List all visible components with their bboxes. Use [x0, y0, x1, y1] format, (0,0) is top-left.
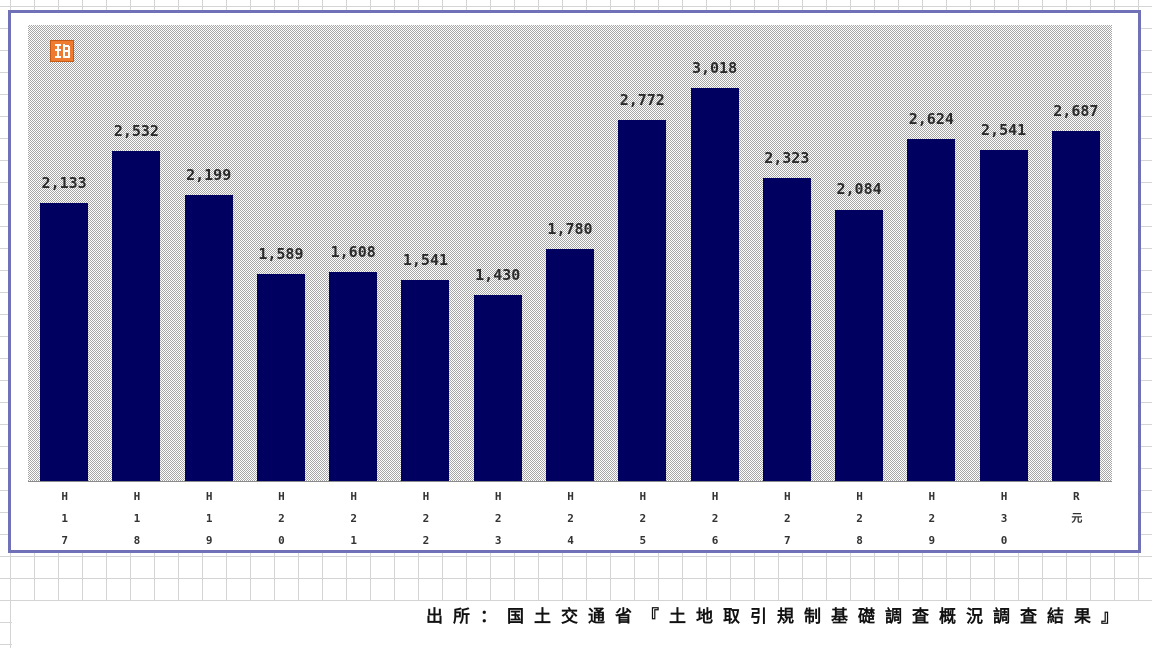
- x-tick-label-h30: H30: [997, 490, 1011, 556]
- plot-area: 2,133 2,532 2,199 1,589 1,608 1,541 1,430 1,780…: [28, 25, 1112, 482]
- x-tick-label-h28: H28: [853, 490, 867, 556]
- footer-band: [12, 601, 1152, 648]
- bar-r: [1051, 130, 1100, 481]
- value-label-h18: 2,532: [113, 122, 159, 141]
- bar-h28: [835, 209, 884, 481]
- x-tick-label-h20: H20: [274, 490, 288, 556]
- orange-badge-icon: [50, 40, 74, 62]
- bar-h24: [546, 249, 594, 481]
- bar-h23: [473, 294, 522, 481]
- bar-h26: [690, 87, 739, 481]
- x-tick-label-h21: H21: [347, 490, 361, 556]
- x-tick-label-h23: H23: [491, 490, 505, 556]
- x-tick-label-h18: H18: [130, 490, 144, 556]
- value-label-h29: 2,624: [908, 110, 954, 129]
- x-tick-label-r: R元: [1069, 490, 1083, 532]
- bar-h25: [618, 119, 667, 481]
- value-label-h21: 1,608: [330, 242, 376, 261]
- x-tick-label-h24: H24: [564, 490, 577, 556]
- bar-h27: [762, 178, 811, 481]
- value-label-h22: 1,541: [402, 251, 449, 270]
- x-tick-label-h22: H22: [419, 490, 433, 556]
- x-tick-label-h19: H19: [202, 490, 216, 556]
- value-label-h27: 2,323: [764, 149, 810, 168]
- bar-h20: [256, 273, 305, 481]
- bar-h21: [329, 271, 378, 481]
- value-label-h30: 2,541: [981, 120, 1027, 139]
- bar-h18: [112, 151, 161, 481]
- bar-h30: [979, 149, 1028, 481]
- source-note: 出所：国土交通省『土地取引規制基礎調査概況調査結果』: [426, 607, 1128, 627]
- bar-h22: [401, 280, 450, 481]
- x-tick-label-h27: H27: [780, 490, 794, 556]
- bar-h17: [40, 203, 89, 481]
- x-tick-label-h26: H26: [708, 490, 722, 556]
- x-axis-labels: H17 H18 H19 H20 H21 H22 H23 H24 H25 H26 H27 H28 H29 H…: [28, 490, 1112, 556]
- x-tick-label-h25: H25: [636, 490, 650, 556]
- chart-frame: 2,133 2,532 2,199 1,589 1,608 1,541 1,430 1,780…: [8, 10, 1141, 556]
- value-label-h28: 2,084: [836, 180, 882, 199]
- bar-h19: [184, 194, 233, 481]
- value-label-r: 2,687: [1053, 101, 1099, 120]
- x-tick-label-h17: H17: [58, 490, 72, 556]
- value-label-h17: 2,133: [41, 174, 87, 193]
- x-tick-label-h29: H29: [925, 490, 939, 556]
- value-label-h23: 1,430: [475, 265, 521, 284]
- value-label-h25: 2,772: [619, 90, 665, 109]
- value-label-h26: 3,018: [691, 58, 738, 77]
- bar-h29: [907, 139, 956, 481]
- value-label-h19: 2,199: [186, 165, 232, 184]
- value-label-h24: 1,780: [547, 220, 593, 239]
- value-label-h20: 1,589: [258, 244, 304, 263]
